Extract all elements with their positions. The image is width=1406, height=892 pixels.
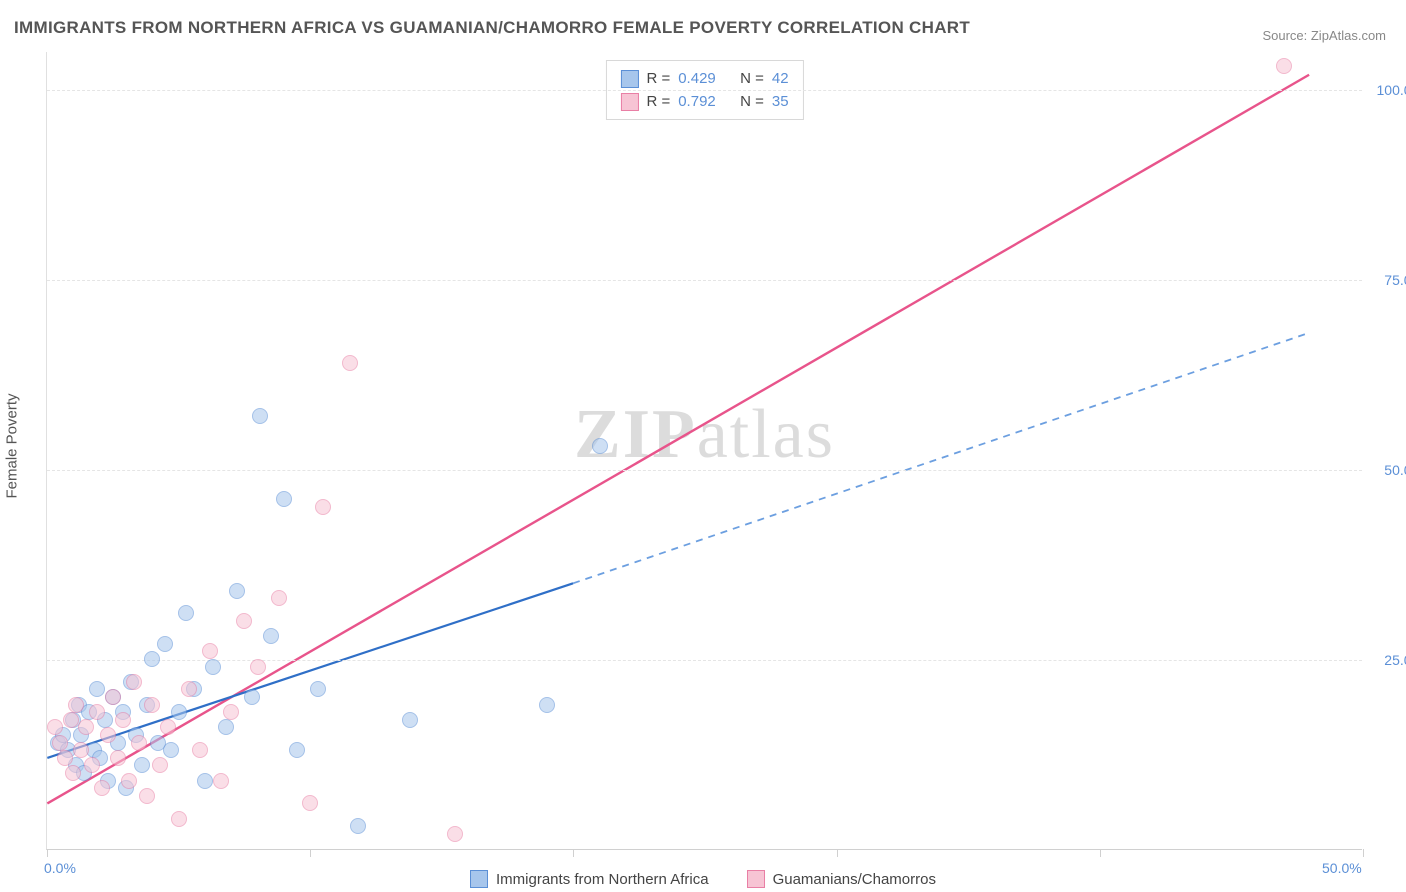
data-point	[152, 757, 168, 773]
data-point	[310, 681, 326, 697]
data-point	[197, 773, 213, 789]
data-point	[402, 712, 418, 728]
x-tick	[573, 849, 574, 857]
n-label: N =	[740, 90, 764, 113]
n-label: N =	[740, 67, 764, 90]
trend-line	[47, 583, 573, 758]
gridline	[47, 470, 1362, 471]
data-point	[131, 735, 147, 751]
data-point	[94, 780, 110, 796]
series-legend: Immigrants from Northern Africa Guamania…	[0, 870, 1406, 888]
data-point	[178, 605, 194, 621]
data-point	[223, 704, 239, 720]
trend-line	[573, 333, 1309, 583]
data-point	[342, 355, 358, 371]
data-point	[539, 697, 555, 713]
data-point	[57, 750, 73, 766]
source-citation: Source: ZipAtlas.com	[1262, 28, 1386, 43]
r-value-pink: 0.792	[678, 90, 716, 113]
chart-title: IMMIGRANTS FROM NORTHERN AFRICA VS GUAMA…	[14, 18, 970, 38]
legend-item-blue: Immigrants from Northern Africa	[470, 870, 709, 888]
data-point	[105, 689, 121, 705]
n-value-blue: 42	[772, 67, 789, 90]
x-tick	[47, 849, 48, 857]
data-point	[271, 590, 287, 606]
y-tick-label: 50.0%	[1384, 462, 1406, 478]
data-point	[302, 795, 318, 811]
data-point	[289, 742, 305, 758]
data-point	[181, 681, 197, 697]
data-point	[263, 628, 279, 644]
gridline	[47, 280, 1362, 281]
data-point	[1276, 58, 1292, 74]
legend-row-blue: R = 0.429 N = 42	[620, 67, 788, 90]
data-point	[252, 408, 268, 424]
data-point	[160, 719, 176, 735]
y-tick-label: 75.0%	[1384, 272, 1406, 288]
swatch-pink-bottom	[747, 870, 765, 888]
data-point	[89, 704, 105, 720]
data-point	[52, 735, 68, 751]
data-point	[350, 818, 366, 834]
x-tick	[310, 849, 311, 857]
data-point	[144, 651, 160, 667]
y-tick-label: 25.0%	[1384, 652, 1406, 668]
legend-label-pink: Guamanians/Chamorros	[773, 871, 936, 888]
x-tick	[1100, 849, 1101, 857]
data-point	[115, 712, 131, 728]
data-point	[276, 491, 292, 507]
data-point	[213, 773, 229, 789]
x-tick	[837, 849, 838, 857]
data-point	[78, 719, 94, 735]
data-point	[84, 757, 100, 773]
data-point	[218, 719, 234, 735]
data-point	[110, 750, 126, 766]
r-label: R =	[646, 67, 670, 90]
data-point	[229, 583, 245, 599]
x-tick	[1363, 849, 1364, 857]
data-point	[47, 719, 63, 735]
gridline	[47, 90, 1362, 91]
data-point	[144, 697, 160, 713]
y-tick-label: 100.0%	[1377, 82, 1406, 98]
y-axis-label: Female Poverty	[4, 393, 21, 498]
data-point	[250, 659, 266, 675]
data-point	[202, 643, 218, 659]
data-point	[157, 636, 173, 652]
data-point	[63, 712, 79, 728]
data-point	[89, 681, 105, 697]
data-point	[100, 727, 116, 743]
legend-label-blue: Immigrants from Northern Africa	[496, 871, 709, 888]
data-point	[121, 773, 137, 789]
data-point	[126, 674, 142, 690]
n-value-pink: 35	[772, 90, 789, 113]
data-point	[192, 742, 208, 758]
data-point	[171, 704, 187, 720]
swatch-blue	[620, 70, 638, 88]
data-point	[236, 613, 252, 629]
data-point	[65, 765, 81, 781]
chart-plot-area: ZIPatlas R = 0.429 N = 42 R = 0.792 N = …	[46, 52, 1362, 850]
data-point	[171, 811, 187, 827]
data-point	[205, 659, 221, 675]
data-point	[163, 742, 179, 758]
data-point	[592, 438, 608, 454]
swatch-pink	[620, 93, 638, 111]
data-point	[447, 826, 463, 842]
swatch-blue-bottom	[470, 870, 488, 888]
chart-svg-layer	[47, 52, 1362, 849]
data-point	[68, 697, 84, 713]
data-point	[139, 788, 155, 804]
gridline	[47, 660, 1362, 661]
legend-item-pink: Guamanians/Chamorros	[747, 870, 936, 888]
r-value-blue: 0.429	[678, 67, 716, 90]
data-point	[244, 689, 260, 705]
r-label: R =	[646, 90, 670, 113]
data-point	[134, 757, 150, 773]
legend-row-pink: R = 0.792 N = 35	[620, 90, 788, 113]
data-point	[315, 499, 331, 515]
data-point	[73, 742, 89, 758]
